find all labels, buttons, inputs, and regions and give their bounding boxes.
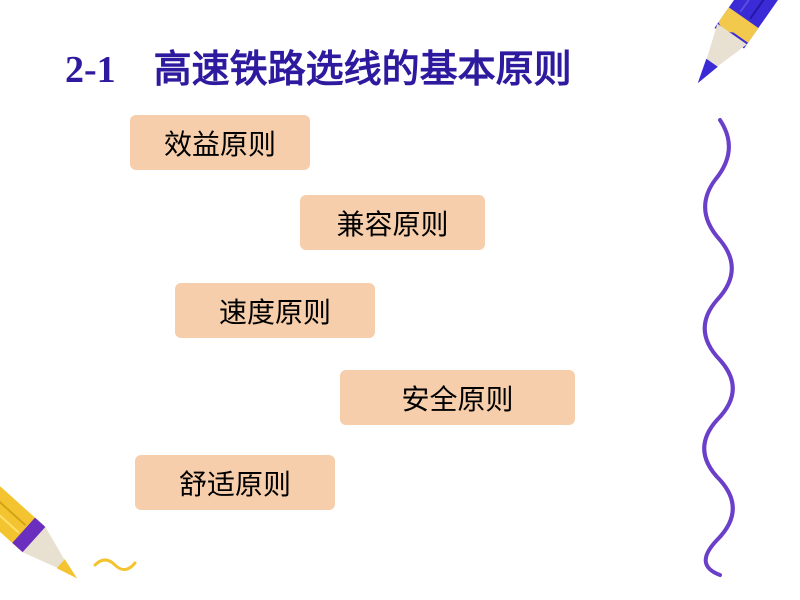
- title-number: 2-1: [65, 49, 116, 91]
- principle-label: 兼容原则: [336, 203, 448, 243]
- wavy-line-icon: [685, 115, 755, 585]
- principle-box-4: 安全原则: [340, 370, 575, 425]
- principle-box-5: 舒适原则: [135, 455, 335, 510]
- title-text: 高速铁路选线的基本原则: [154, 49, 572, 91]
- principle-label: 速度原则: [219, 291, 331, 331]
- crayon-icon: [0, 435, 165, 595]
- principle-box-2: 兼容原则: [300, 195, 485, 250]
- principle-box-3: 速度原则: [175, 283, 375, 338]
- principle-label: 舒适原则: [179, 463, 291, 503]
- principle-label: 安全原则: [401, 378, 513, 418]
- principle-box-1: 效益原则: [130, 115, 310, 170]
- principle-label: 效益原则: [164, 123, 276, 163]
- slide-title: 2-1 高速铁路选线的基本原则: [65, 38, 572, 93]
